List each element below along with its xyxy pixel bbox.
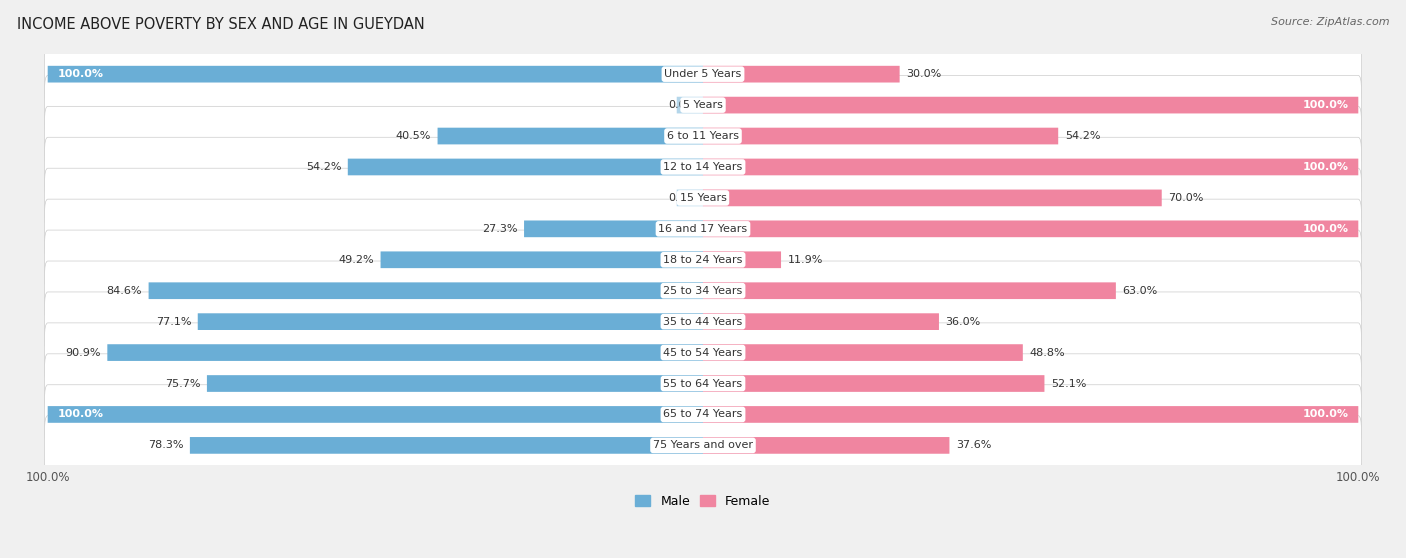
FancyBboxPatch shape	[207, 375, 703, 392]
FancyBboxPatch shape	[45, 385, 1361, 444]
FancyBboxPatch shape	[676, 190, 703, 206]
FancyBboxPatch shape	[703, 252, 782, 268]
FancyBboxPatch shape	[48, 66, 703, 83]
Text: 15 Years: 15 Years	[679, 193, 727, 203]
FancyBboxPatch shape	[45, 107, 1361, 166]
FancyBboxPatch shape	[45, 75, 1361, 135]
Text: 77.1%: 77.1%	[156, 316, 191, 326]
Text: 100.0%: 100.0%	[1302, 224, 1348, 234]
Text: 52.1%: 52.1%	[1050, 378, 1087, 388]
Text: 35 to 44 Years: 35 to 44 Years	[664, 316, 742, 326]
FancyBboxPatch shape	[703, 66, 900, 83]
Text: 5 Years: 5 Years	[683, 100, 723, 110]
Text: 0.0%: 0.0%	[668, 100, 696, 110]
Text: 0.0%: 0.0%	[668, 193, 696, 203]
Text: 25 to 34 Years: 25 to 34 Years	[664, 286, 742, 296]
FancyBboxPatch shape	[45, 416, 1361, 475]
FancyBboxPatch shape	[437, 128, 703, 145]
FancyBboxPatch shape	[45, 137, 1361, 196]
FancyBboxPatch shape	[190, 437, 703, 454]
Text: 16 and 17 Years: 16 and 17 Years	[658, 224, 748, 234]
Text: Source: ZipAtlas.com: Source: ZipAtlas.com	[1271, 17, 1389, 27]
Text: 11.9%: 11.9%	[787, 255, 823, 265]
Text: 12 to 14 Years: 12 to 14 Years	[664, 162, 742, 172]
Text: 75.7%: 75.7%	[165, 378, 201, 388]
Text: 63.0%: 63.0%	[1122, 286, 1157, 296]
FancyBboxPatch shape	[703, 128, 1059, 145]
FancyBboxPatch shape	[45, 199, 1361, 258]
Text: 90.9%: 90.9%	[65, 348, 101, 358]
FancyBboxPatch shape	[703, 375, 1045, 392]
Text: 78.3%: 78.3%	[148, 440, 183, 450]
Text: 48.8%: 48.8%	[1029, 348, 1064, 358]
FancyBboxPatch shape	[107, 344, 703, 361]
Text: 6 to 11 Years: 6 to 11 Years	[666, 131, 740, 141]
FancyBboxPatch shape	[45, 45, 1361, 104]
Text: 36.0%: 36.0%	[945, 316, 981, 326]
Text: 27.3%: 27.3%	[482, 224, 517, 234]
FancyBboxPatch shape	[703, 158, 1358, 175]
Text: 100.0%: 100.0%	[1302, 100, 1348, 110]
Text: 49.2%: 49.2%	[339, 255, 374, 265]
FancyBboxPatch shape	[381, 252, 703, 268]
FancyBboxPatch shape	[703, 344, 1022, 361]
Text: 40.5%: 40.5%	[395, 131, 432, 141]
FancyBboxPatch shape	[676, 97, 703, 113]
Text: 75 Years and over: 75 Years and over	[652, 440, 754, 450]
FancyBboxPatch shape	[703, 190, 1161, 206]
FancyBboxPatch shape	[149, 282, 703, 299]
FancyBboxPatch shape	[347, 158, 703, 175]
Text: 37.6%: 37.6%	[956, 440, 991, 450]
Text: Under 5 Years: Under 5 Years	[665, 69, 741, 79]
FancyBboxPatch shape	[45, 168, 1361, 228]
FancyBboxPatch shape	[45, 354, 1361, 413]
FancyBboxPatch shape	[45, 261, 1361, 320]
Text: 18 to 24 Years: 18 to 24 Years	[664, 255, 742, 265]
FancyBboxPatch shape	[703, 282, 1116, 299]
Text: INCOME ABOVE POVERTY BY SEX AND AGE IN GUEYDAN: INCOME ABOVE POVERTY BY SEX AND AGE IN G…	[17, 17, 425, 32]
Text: 55 to 64 Years: 55 to 64 Years	[664, 378, 742, 388]
Text: 54.2%: 54.2%	[307, 162, 342, 172]
Text: 100.0%: 100.0%	[1302, 162, 1348, 172]
Text: 45 to 54 Years: 45 to 54 Years	[664, 348, 742, 358]
Legend: Male, Female: Male, Female	[630, 490, 776, 513]
FancyBboxPatch shape	[198, 313, 703, 330]
Text: 70.0%: 70.0%	[1168, 193, 1204, 203]
FancyBboxPatch shape	[703, 437, 949, 454]
FancyBboxPatch shape	[703, 406, 1358, 423]
FancyBboxPatch shape	[45, 323, 1361, 382]
FancyBboxPatch shape	[703, 220, 1358, 237]
Text: 100.0%: 100.0%	[58, 69, 104, 79]
FancyBboxPatch shape	[48, 406, 703, 423]
FancyBboxPatch shape	[703, 313, 939, 330]
Text: 100.0%: 100.0%	[58, 410, 104, 420]
Text: 84.6%: 84.6%	[107, 286, 142, 296]
Text: 65 to 74 Years: 65 to 74 Years	[664, 410, 742, 420]
FancyBboxPatch shape	[524, 220, 703, 237]
Text: 54.2%: 54.2%	[1064, 131, 1099, 141]
FancyBboxPatch shape	[45, 230, 1361, 290]
Text: 30.0%: 30.0%	[905, 69, 942, 79]
Text: 100.0%: 100.0%	[1302, 410, 1348, 420]
FancyBboxPatch shape	[45, 292, 1361, 352]
FancyBboxPatch shape	[703, 97, 1358, 113]
